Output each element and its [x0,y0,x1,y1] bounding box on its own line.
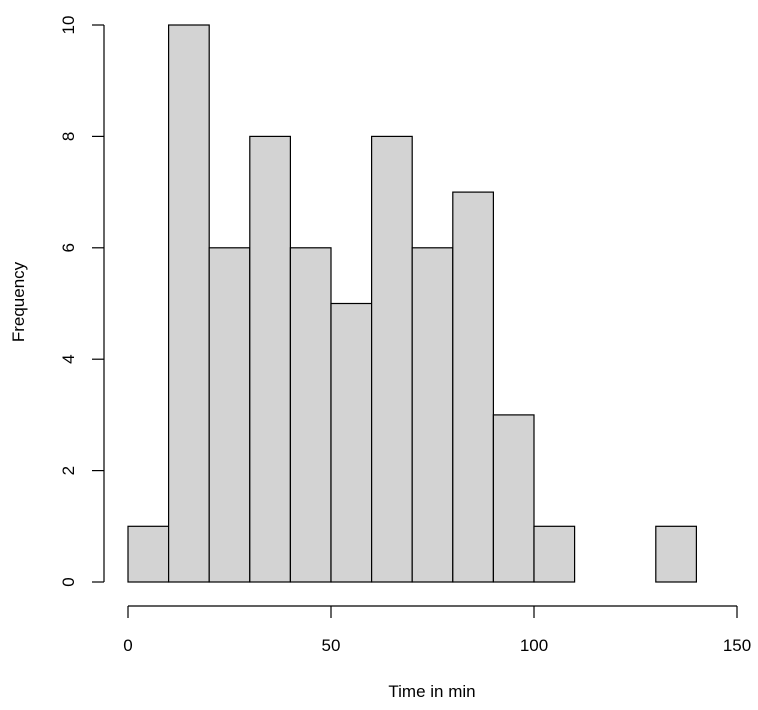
histogram-bar-0-10 [127,525,170,583]
x-tick-label: 100 [520,636,548,655]
y-axis-title: Frequency [9,261,28,342]
histogram-bar-60-70 [371,135,413,583]
x-tick-label: 50 [322,636,341,655]
bars-group [127,24,697,583]
histogram-bar-40-50 [289,247,332,583]
histogram-bar-50-60 [330,302,373,583]
histogram-bar-70-80 [411,247,454,583]
histogram-bar-10-20 [168,24,210,583]
y-tick-label: 2 [59,466,78,475]
x-tick-label: 150 [723,636,751,655]
y-axis: 0 2 4 6 8 10 [59,16,105,587]
y-tick-label: 10 [59,16,78,35]
y-tick-label: 8 [59,132,78,141]
histogram-bar-20-30 [208,247,251,583]
x-axis: 0 50 100 150 [123,605,751,655]
histogram-bar-90-100 [492,414,535,583]
x-tick-label: 0 [123,636,132,655]
y-tick-label: 0 [59,577,78,586]
histogram-bar-80-90 [452,191,494,583]
histogram-bar-130-140 [655,525,697,583]
y-tick-label: 6 [59,243,78,252]
histogram-bar-100-110 [533,525,576,583]
histogram-bar-30-40 [249,135,292,583]
y-tick-label: 4 [59,354,78,363]
x-axis-title: Time in min [388,682,475,701]
